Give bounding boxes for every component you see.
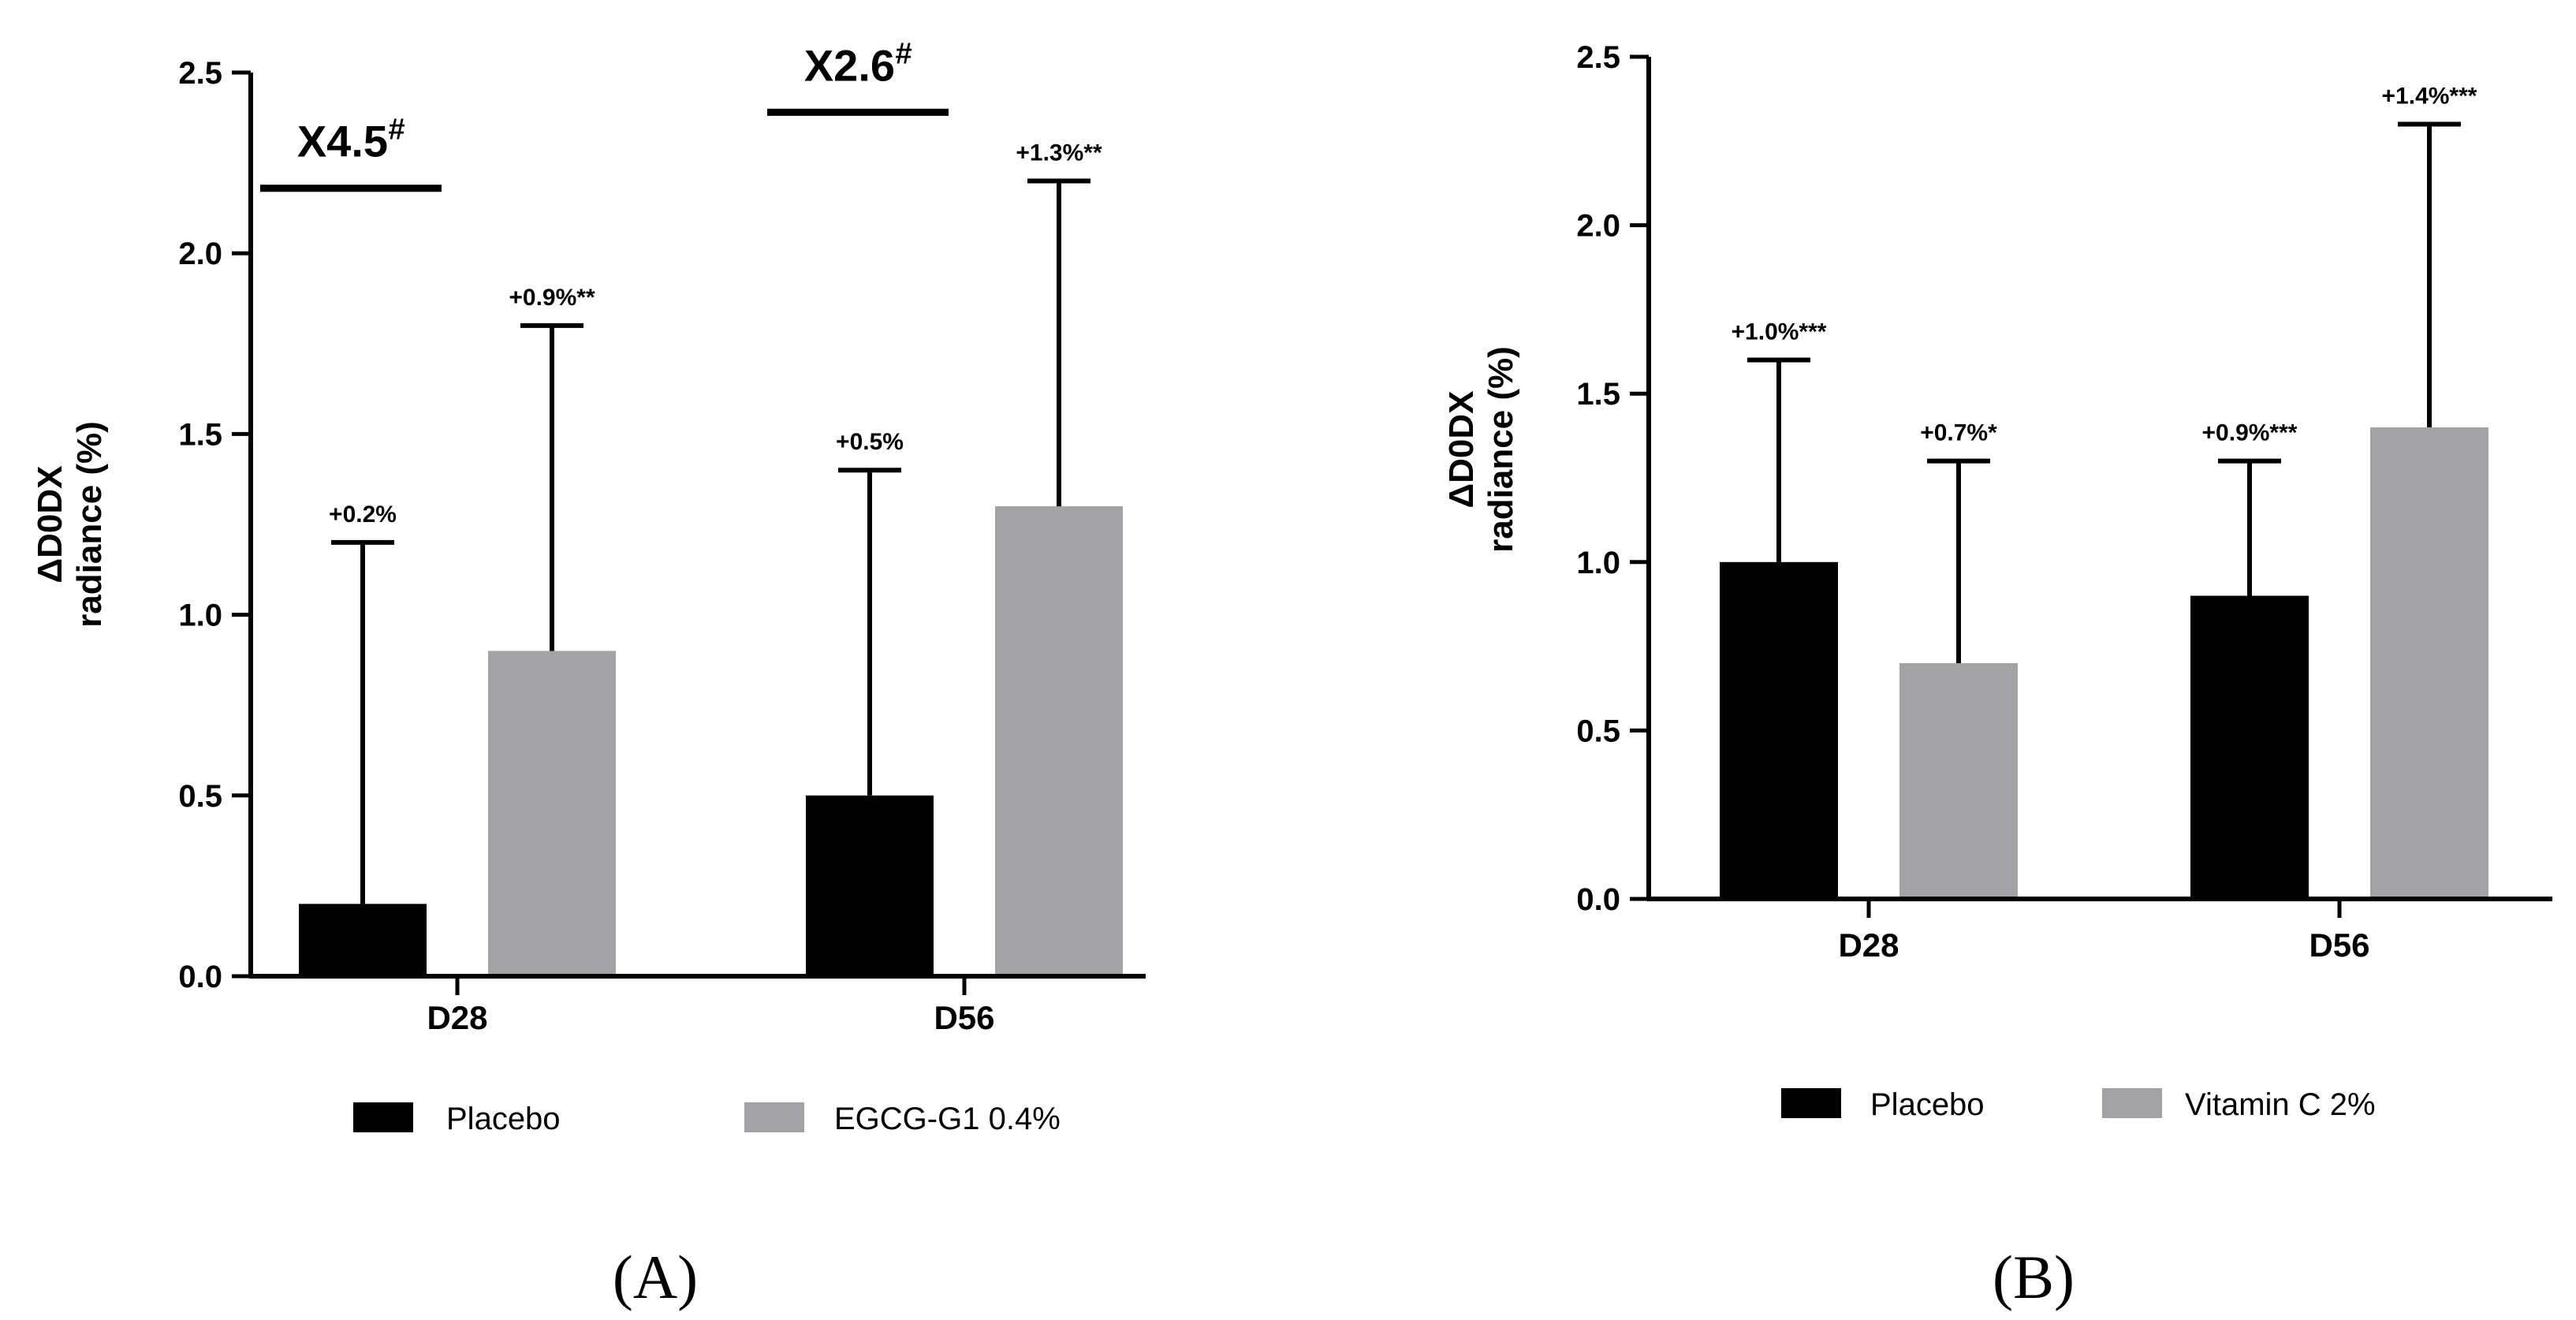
bar-d28-series-0: [299, 904, 427, 976]
comparison-label-d28: X4.5#: [297, 114, 405, 166]
data-label-d56-series-1: +1.3%**: [1016, 140, 1102, 166]
bar-d56-series-1: [995, 506, 1123, 976]
data-label-d28-series-0: +1.0%***: [1732, 319, 1827, 345]
legend-label-series-1: EGCG-G1 0.4%: [834, 1102, 1061, 1136]
legend-swatch-series-1: [744, 1102, 804, 1132]
y-tick-label-5: 2.5: [1576, 40, 1620, 75]
y-tick-label-2: 1.0: [178, 598, 222, 633]
y-tick-label-0: 0.0: [178, 960, 222, 994]
x-tick-label-d56: D56: [2309, 927, 2369, 964]
legend-swatch-series-0: [1781, 1088, 1841, 1118]
bar-d56-series-1: [2370, 427, 2488, 899]
legend-label-series-0: Placebo: [1870, 1087, 1985, 1122]
y-tick-label-5: 2.5: [178, 56, 222, 91]
y-tick-label-4: 2.0: [1576, 209, 1620, 244]
bar-d28-series-1: [488, 651, 616, 976]
y-tick-label-3: 1.5: [178, 417, 222, 452]
y-axis-title-line2: radiance (%): [1482, 346, 1520, 553]
bar-d56-series-0: [806, 795, 934, 976]
y-tick-label-0: 0.0: [1576, 882, 1620, 917]
legend-label-series-1: Vitamin C 2%: [2185, 1087, 2376, 1122]
data-label-d28-series-1: +0.9%**: [509, 285, 595, 311]
y-tick-label-2: 1.0: [1576, 546, 1620, 580]
comparison-label-d56: X2.6#: [804, 37, 912, 90]
legend-label-series-0: Placebo: [446, 1102, 561, 1136]
data-label-d56-series-0: +0.9%***: [2202, 420, 2298, 446]
data-label-d28-series-1: +0.7%*: [1920, 420, 1997, 446]
data-label-d56-series-1: +1.4%***: [2382, 83, 2477, 109]
y-tick-label-1: 0.5: [1576, 714, 1620, 748]
bar-d56-series-0: [2190, 595, 2309, 899]
y-axis-title-line1: ΔD0DX: [31, 466, 69, 584]
x-tick-label-d28: D28: [1838, 927, 1899, 964]
bar-d28-series-0: [1720, 561, 1838, 899]
x-tick-label-d56: D56: [934, 999, 994, 1036]
chart-panel-b: +1.0%*** +0.7%* D28 +0.9%*** +1.4%*** D56 0.0 0…: [1442, 40, 2552, 1311]
y-tick-label-3: 1.5: [1576, 377, 1620, 412]
y-axis-title-line2: radiance (%): [70, 421, 109, 628]
y-tick-label-1: 0.5: [178, 779, 222, 814]
data-label-d56-series-0: +0.5%: [836, 429, 904, 455]
y-axis-title-line1: ΔD0DX: [1442, 391, 1481, 509]
chart-panel-a: +0.2% +0.9%** D28 +0.5% +1.3%** D56 X4.5# X2.6#…: [31, 37, 1146, 1311]
data-label-d28-series-0: +0.2%: [329, 502, 397, 528]
panel-label: (B): [1993, 1243, 2075, 1311]
x-tick-label-d28: D28: [427, 999, 487, 1036]
y-tick-label-4: 2.0: [178, 237, 222, 271]
panel-label: (A): [613, 1243, 698, 1311]
bar-d28-series-1: [1899, 662, 2018, 899]
legend-swatch-series-1: [2102, 1088, 2162, 1118]
legend-swatch-series-0: [353, 1102, 413, 1132]
